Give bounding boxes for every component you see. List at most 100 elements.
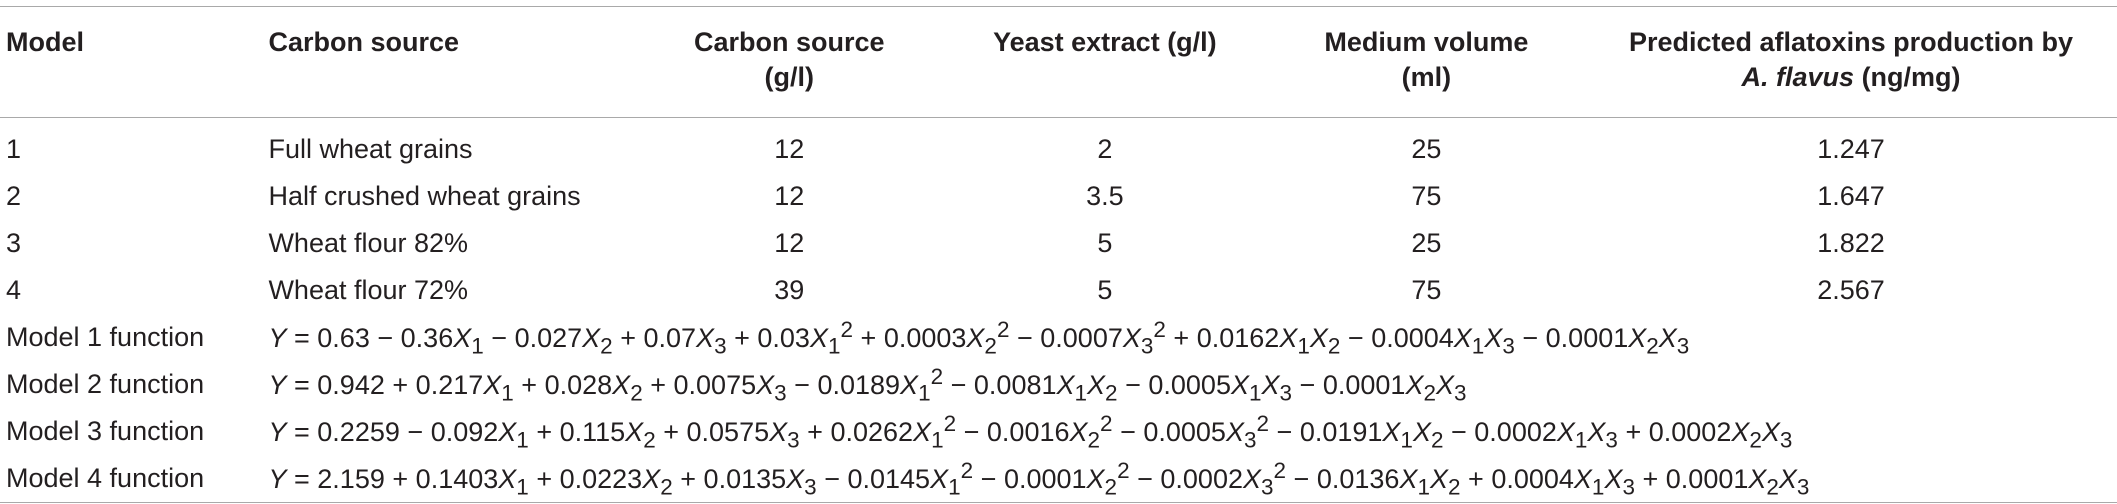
term-variable: X: [1778, 463, 1797, 494]
term-variable: X: [966, 322, 985, 353]
equals-sign: =: [293, 369, 310, 400]
term-coefficient: 0.115: [559, 416, 626, 447]
term-subscript: 2: [660, 474, 673, 500]
term-subscript: 3: [1622, 474, 1635, 500]
term-variable: X: [1230, 369, 1249, 400]
term-coefficient: 0.0004: [1491, 463, 1574, 494]
term-operator: +: [536, 416, 553, 447]
cell-predicted-production: 1.247: [1817, 134, 1885, 165]
term-variable: X: [1748, 463, 1767, 494]
term-coefficient: 0.0004: [1371, 322, 1454, 353]
cell-carbon-source: Wheat flour 72%: [268, 275, 469, 306]
term-exponent: 2: [960, 457, 974, 483]
cell-predicted-production: 2.567: [1817, 275, 1885, 306]
term-coefficient: 0.0223: [559, 463, 643, 494]
term-variable: X: [1429, 463, 1448, 494]
term-subscript: 2: [1104, 474, 1118, 500]
term-coefficient: 0.0016: [986, 416, 1070, 447]
term-coefficient: 0.0002: [1160, 463, 1243, 494]
term-operator: −: [1137, 463, 1153, 494]
header-carbon-source: Carbon source: [268, 27, 459, 57]
cell-carbon-source: Full wheat grains: [268, 134, 473, 165]
term-coefficient: 0.0001: [1003, 463, 1087, 494]
term-operator: +: [680, 463, 697, 494]
term-subscript: 3: [1140, 333, 1154, 359]
term-subscript: 3: [1453, 380, 1467, 406]
term-exponent: 2: [943, 410, 957, 436]
term-subscript: 2: [600, 333, 613, 359]
term-coefficient: 0.0007: [1040, 322, 1123, 353]
cell-predicted-production: 1.822: [1817, 228, 1885, 259]
cell-yeast-extract: 5: [1097, 275, 1113, 306]
term-subscript: 2: [630, 380, 643, 406]
term-coefficient: 0.0162: [1196, 322, 1280, 353]
term-variable: X: [625, 416, 644, 447]
term-coefficient: 0.0002: [1648, 416, 1732, 447]
term-operator: −: [377, 322, 394, 353]
cell-medium-volume: 25: [1411, 134, 1442, 165]
cell-carbon-concentration: 12: [774, 181, 805, 212]
term-exponent: 2: [996, 316, 1010, 342]
term-variable: X: [1658, 322, 1677, 353]
header-row: Model Carbon source Carbon source (g/l) …: [0, 6, 2117, 118]
term-variable: X: [1399, 463, 1418, 494]
term-subscript: 1: [948, 474, 961, 500]
term-variable: X: [1122, 322, 1141, 353]
cell-model: 4: [6, 275, 22, 306]
term-coefficient: 0.36: [400, 322, 454, 353]
term-variable: X: [642, 463, 661, 494]
term-coefficient: 0.0003: [883, 322, 967, 353]
cell-carbon-source: Wheat flour 82%: [268, 228, 469, 259]
term-subscript: 1: [931, 427, 944, 453]
term-subscript: 2: [984, 333, 997, 359]
intercept: 0.63: [317, 322, 370, 353]
term-variable: X: [930, 463, 949, 494]
cell-model: 2: [6, 181, 22, 212]
term-subscript: 3: [1502, 333, 1515, 359]
term-coefficient: 0.0001: [1322, 369, 1406, 400]
term-variable: X: [1056, 369, 1075, 400]
term-operator: +: [392, 369, 409, 400]
term-coefficient: 0.0002: [1474, 416, 1557, 447]
cell-yeast-extract: 5: [1097, 228, 1113, 259]
term-variable: X: [1587, 416, 1606, 447]
term-subscript: 2: [643, 427, 656, 453]
cell-carbon-source: Half crushed wheat grains: [268, 181, 581, 212]
term-subscript: 2: [1327, 333, 1341, 359]
term-variable: X: [1761, 416, 1780, 447]
term-coefficient: 0.0136: [1316, 463, 1400, 494]
term-coefficient: 0.028: [544, 369, 613, 400]
term-operator: +: [521, 369, 538, 400]
term-subscript: 1: [1400, 427, 1413, 453]
header-yeast-extract: Yeast extract (g/l): [993, 27, 1217, 57]
term-variable: X: [1382, 416, 1401, 447]
term-variable: X: [900, 369, 919, 400]
term-coefficient: 0.0191: [1299, 416, 1383, 447]
function-equation: Y = 2.159 + 0.1403X1 + 0.0223X2 + 0.0135…: [262, 455, 2117, 503]
term-operator: −: [950, 369, 967, 400]
term-subscript: 1: [1471, 333, 1485, 359]
cell-model: 3: [6, 228, 22, 259]
term-subscript: 3: [1779, 427, 1793, 453]
function-row: Model 4 function Y = 2.159 + 0.1403X1 + …: [0, 455, 2117, 503]
cell-medium-volume: 25: [1411, 228, 1442, 259]
term-operator: −: [491, 322, 508, 353]
term-operator: −: [824, 463, 840, 494]
term-coefficient: 0.0075: [673, 369, 757, 400]
term-subscript: 2: [1766, 474, 1779, 500]
term-operator: −: [1120, 416, 1136, 447]
header-model: Model: [6, 27, 84, 57]
term-operator: +: [650, 369, 666, 400]
function-equation: Y = 0.942 + 0.217X1 + 0.028X2 + 0.0075X3…: [262, 361, 2117, 408]
term-exponent: 2: [840, 316, 853, 342]
term-subscript: 1: [1591, 474, 1605, 500]
term-operator: −: [794, 369, 810, 400]
term-operator: +: [663, 416, 679, 447]
term-operator: +: [807, 416, 823, 447]
header-predicted-unit: (ng/mg): [1854, 62, 1961, 93]
cell-yeast-extract: 2: [1097, 134, 1113, 165]
cell-carbon-concentration: 12: [774, 134, 805, 165]
term-coefficient: 0.0575: [686, 416, 770, 447]
term-variable: X: [1731, 416, 1750, 447]
